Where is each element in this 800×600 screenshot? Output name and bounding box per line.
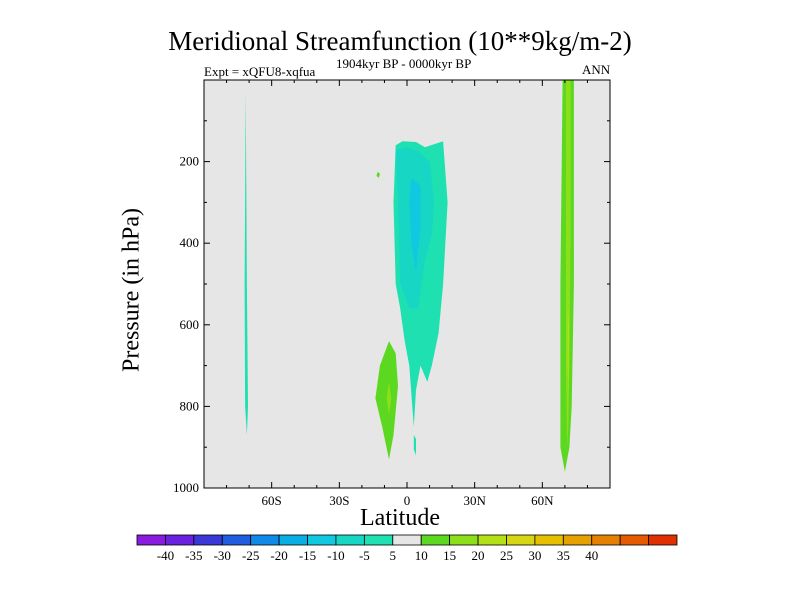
- colorbar-swatch: [307, 534, 337, 546]
- colorbar-swatch: [420, 534, 451, 546]
- contour-region-7: [386, 381, 392, 415]
- colorbar-label: 10: [415, 548, 428, 563]
- contour-region-9: [566, 80, 571, 448]
- contour-region-0: [244, 92, 248, 435]
- colorbar-label: -10: [327, 548, 344, 563]
- x-tick-label: 30S: [329, 493, 349, 508]
- y-tick-label: 600: [180, 317, 200, 332]
- x-tick-label: 0: [404, 493, 411, 508]
- colorbar-swatch: [136, 534, 166, 546]
- chart-title: Meridional Streamfunction (10**9kg/m-2): [168, 26, 632, 56]
- x-tick-label: 60N: [531, 493, 554, 508]
- colorbar-swatch: [363, 534, 394, 546]
- colorbar-label: 15: [443, 548, 456, 563]
- y-tick-label: 800: [180, 398, 200, 413]
- colorbar-swatch: [221, 534, 252, 546]
- colorbar-swatch: [648, 534, 678, 546]
- x-tick-label: 60S: [262, 493, 282, 508]
- colorbar-swatch: [562, 534, 593, 546]
- colorbar-label: -25: [242, 548, 259, 563]
- axes: 60S 30S 0 30N 60N 200 400 600 800 1000: [173, 80, 610, 508]
- period-label: 1904kyr BP - 0000kyr BP: [336, 56, 472, 71]
- colorbar-label: -15: [299, 548, 316, 563]
- colorbar-label: -35: [185, 548, 202, 563]
- season-label: ANN: [582, 62, 611, 77]
- colorbar-label: 25: [500, 548, 513, 563]
- colorbar-swatch: [534, 534, 564, 546]
- colorbar-label: 20: [472, 548, 485, 563]
- contour-region-6: [375, 341, 398, 460]
- y-tick-label: 1000: [173, 480, 199, 495]
- contour-region-4: [413, 435, 416, 456]
- colorbar-label: 5: [390, 548, 397, 563]
- colorbar-label: 35: [557, 548, 570, 563]
- colorbar-swatch: [449, 534, 479, 546]
- experiment-label: Expt = xQFU8-xqfua: [204, 64, 316, 79]
- colorbar-swatch: [477, 534, 507, 546]
- colorbar-swatch: [250, 534, 280, 546]
- colorbar-label: -30: [214, 548, 231, 563]
- colorbar-swatch: [392, 534, 422, 546]
- y-tick-label: 400: [180, 235, 200, 250]
- colorbar-swatch: [193, 534, 223, 546]
- contour-region-10: [567, 304, 569, 391]
- colorbar-swatch: [619, 534, 649, 546]
- x-axis-label: Latitude: [360, 505, 440, 531]
- contour-regions: [244, 80, 574, 472]
- colorbar-label: 30: [528, 548, 541, 563]
- x-tick-label: 30N: [463, 493, 486, 508]
- colorbar: -40 -35 -30 -25 -20 -15 -10 -5 5 10 15 20 25 30 35 40: [136, 534, 678, 563]
- colorbar-swatch: [278, 534, 308, 546]
- colorbar-label: 40: [585, 548, 598, 563]
- colorbar-swatch: [165, 534, 195, 546]
- colorbar-swatch: [591, 534, 621, 546]
- colorbar-label: -40: [157, 548, 174, 563]
- contour-region-3: [409, 177, 421, 272]
- colorbar-label: -5: [359, 548, 370, 563]
- colorbar-swatch: [335, 534, 365, 546]
- colorbar-label: -20: [270, 548, 287, 563]
- contour-region-5: [376, 171, 380, 178]
- colorbar-swatch: [506, 534, 536, 546]
- y-tick-label: 200: [180, 154, 200, 169]
